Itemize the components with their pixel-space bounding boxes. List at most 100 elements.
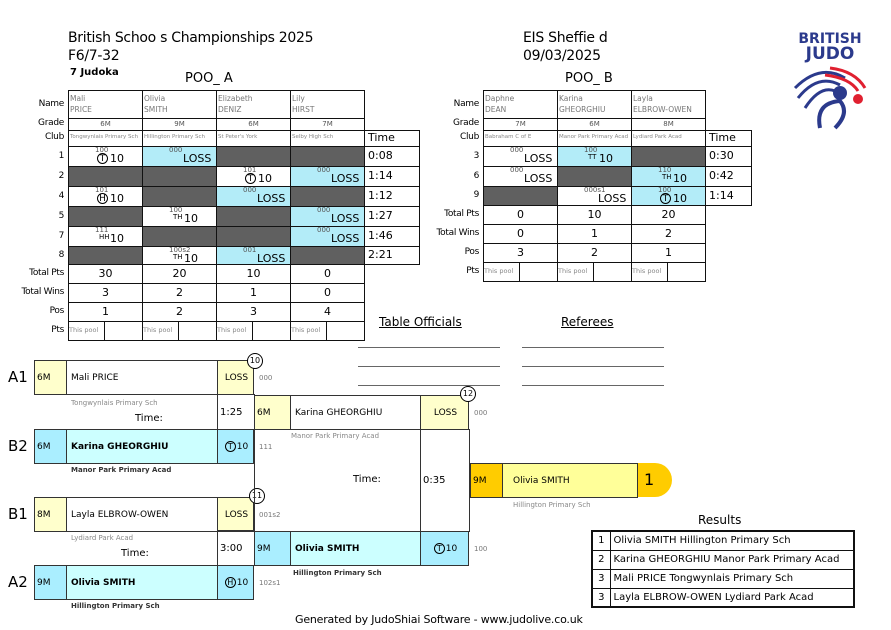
club-name: Manor Park Primary Acad	[71, 466, 172, 474]
match-number-badge: 10	[247, 353, 263, 369]
score-code: 000	[317, 166, 331, 174]
match-number: 3	[473, 151, 480, 161]
last-name: DENIZ	[218, 105, 242, 114]
result-place: 3	[591, 587, 611, 608]
result-competitor: Layla ELBROW-OWEN Lydiard Park Acad	[609, 587, 855, 608]
referees-heading: Referees	[561, 315, 614, 329]
score-h-icon: H	[224, 577, 236, 588]
score-box: T 10	[217, 429, 254, 464]
empty-cell	[557, 166, 632, 187]
total-wins-cell: 1	[557, 224, 632, 244]
this-pool-cell: This pool	[68, 321, 105, 341]
match-time: 1:14	[364, 166, 420, 187]
match-result-cell: 000 LOSS	[142, 146, 217, 167]
judoka-logo-icon	[793, 66, 867, 130]
total-points-cell: 10	[216, 264, 291, 284]
score-box: LOSS	[217, 497, 254, 532]
last-name: SMITH	[144, 105, 168, 114]
official-line	[358, 366, 500, 367]
match-result-cell: 100 T 10	[68, 146, 143, 167]
grade-box: 6M	[34, 360, 67, 395]
results-row: 1 Olivia SMITH Hillington Primary Sch	[591, 530, 855, 551]
position-cell: 2	[142, 302, 217, 322]
empty-cell	[290, 246, 365, 265]
total-wins-cell: 3	[68, 283, 143, 303]
score-code: 101	[95, 186, 109, 194]
seed-label: A2	[8, 573, 28, 591]
total-points-cell: 30	[68, 264, 143, 284]
table-officials-heading: Table Officials	[379, 315, 462, 329]
score-code: 000	[243, 186, 257, 194]
match-number: 2	[58, 171, 65, 181]
match-result: 10	[110, 152, 124, 165]
match-result: LOSS	[331, 212, 360, 225]
match-number-badge: 11	[249, 488, 265, 504]
seed-label: A1	[8, 368, 28, 386]
match-result-cell: 111 HH 10	[68, 226, 143, 247]
grade-box: 8M	[34, 497, 67, 532]
match-time: 1:14	[705, 186, 752, 206]
result-place: 2	[591, 549, 611, 570]
time-label: Time:	[353, 474, 381, 485]
score-code: 100s2	[169, 246, 191, 254]
club-name: Hillington Primary Sch	[71, 602, 160, 610]
match-result: LOSS	[331, 172, 360, 185]
player-name-cell: Daphne DEAN	[483, 90, 558, 119]
last-name: PRICE	[70, 105, 92, 114]
player-name-cell: Layla ELBROW-OWEN	[631, 90, 706, 119]
score-box: T 10	[420, 531, 469, 566]
grade-label: Grade	[38, 118, 64, 128]
this-pool-cell: This pool	[290, 321, 327, 341]
empty-cell	[142, 226, 217, 247]
match-result: LOSS	[224, 509, 249, 520]
club-cell: Hillington Primary Sch	[142, 130, 217, 147]
club-name: Manor Park Primary Acad	[291, 432, 380, 440]
last-name: GHEORGHIU	[559, 105, 606, 114]
match-result-cell: 100 TT 10	[557, 146, 632, 167]
grade-label: Grade	[453, 118, 479, 128]
match-number: 1	[58, 151, 65, 161]
match-number-badge: 12	[460, 386, 476, 402]
pool-points-cell	[252, 321, 291, 341]
seed-label: B2	[8, 437, 28, 455]
match-time: 1:46	[364, 226, 420, 247]
grade-box: 9M	[254, 531, 291, 566]
score-code: 000	[317, 226, 331, 234]
total-wins-label: Total Wins	[436, 228, 480, 238]
score-th-icon: TH	[173, 253, 183, 261]
empty-cell	[483, 186, 558, 206]
match-result: 10	[236, 441, 249, 452]
time-label: Time:	[121, 548, 149, 559]
score-code: 111	[95, 226, 109, 234]
match-time: 1:12	[364, 186, 420, 207]
match-result: 10	[184, 212, 198, 225]
club-name: Lydiard Park Acad	[71, 534, 134, 542]
match-result-cell: 000 LOSS	[290, 166, 365, 187]
empty-cell	[68, 246, 143, 265]
match-number: 7	[58, 231, 65, 241]
total-points-cell: 20	[142, 264, 217, 284]
match-result: LOSS	[183, 152, 212, 165]
winner-grade: 9M	[470, 463, 503, 498]
match-result: LOSS	[524, 152, 553, 165]
score-h-icon: H	[97, 193, 108, 204]
last-name: DEAN	[485, 105, 507, 114]
empty-cell	[142, 186, 217, 207]
match-result: 10	[673, 172, 687, 185]
club-label: Club	[459, 132, 479, 142]
category: F6/7-32	[68, 48, 120, 64]
score-code: 100	[658, 186, 672, 194]
competitor-name: Layla ELBROW-OWEN	[66, 497, 218, 532]
position-cell: 4	[290, 302, 365, 322]
pool-points-cell	[178, 321, 217, 341]
results-table: 1 Olivia SMITH Hillington Primary Sch 2 Kar…	[591, 530, 855, 608]
results-row: 2 Karina GHEORGHIU Manor Park Primary Aca…	[591, 549, 855, 570]
pool-title: POO_ A	[185, 71, 233, 86]
winner-place: 1	[638, 463, 672, 497]
score-code: 101	[243, 166, 257, 174]
competitor-name: Karina GHEORGHIU	[290, 395, 421, 430]
bracket-connector	[254, 429, 255, 532]
match-time: 2:21	[364, 246, 420, 265]
match-result: LOSS	[224, 372, 249, 383]
total-points-cell: 20	[631, 205, 706, 225]
